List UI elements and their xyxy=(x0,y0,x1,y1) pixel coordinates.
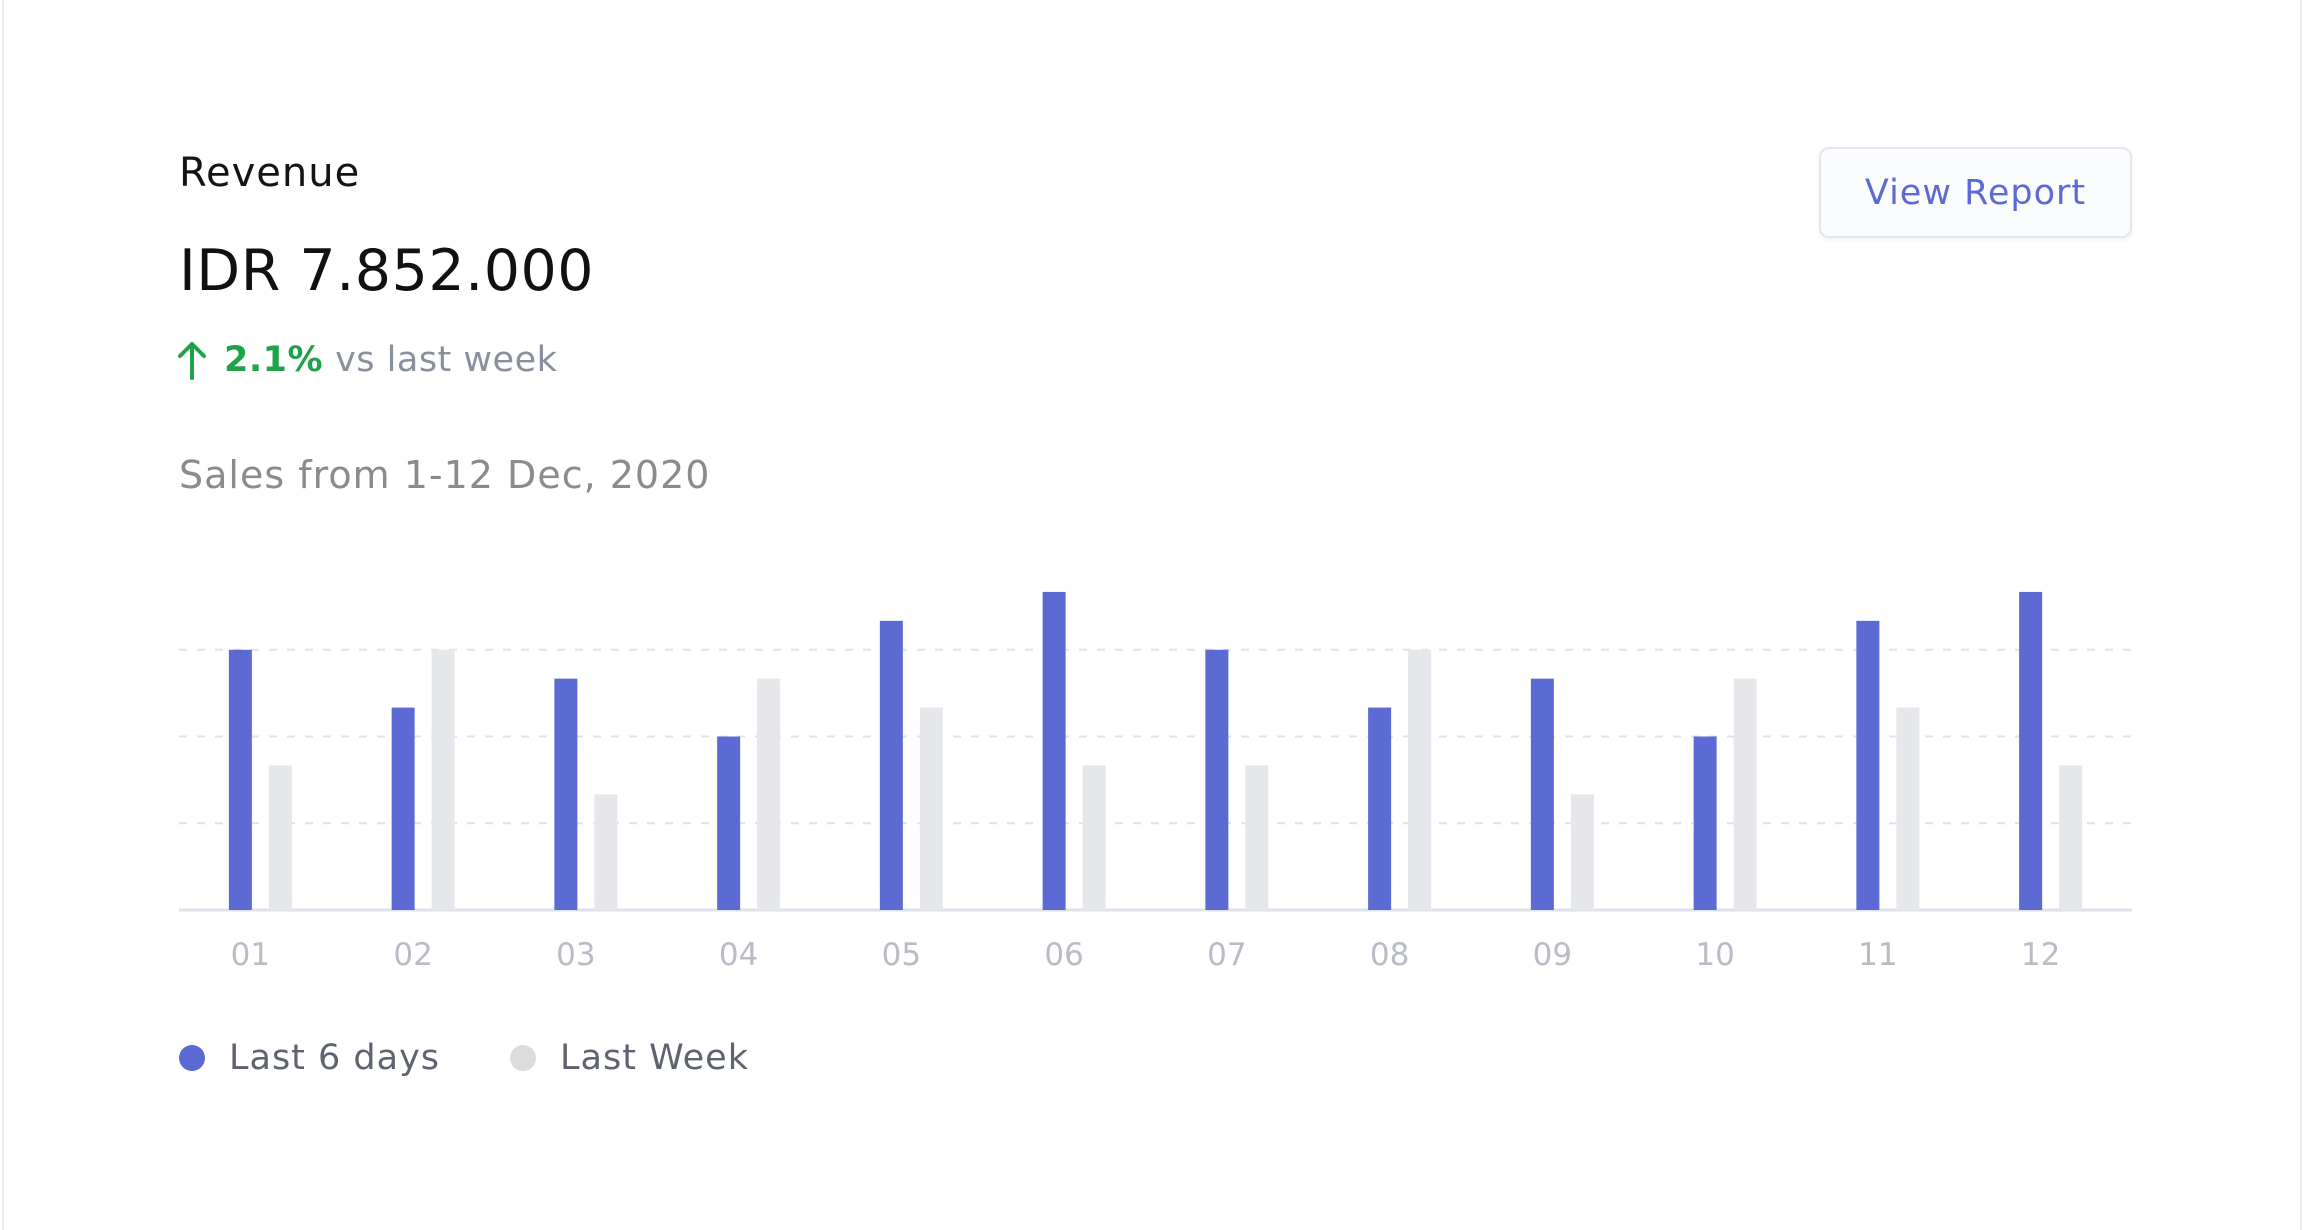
x-tick-label-02: 02 xyxy=(393,937,432,973)
chart-legend: Last 6 days Last Week xyxy=(179,1030,819,1086)
legend-item-series-1: Last 6 days xyxy=(179,1038,440,1078)
bar-series2-01 xyxy=(268,765,292,910)
x-tick-label-09: 09 xyxy=(1533,937,1572,973)
view-report-button[interactable]: View Report xyxy=(1819,147,2132,238)
bar-series2-07 xyxy=(1245,765,1269,910)
x-tick-label-12: 12 xyxy=(2021,937,2060,973)
bar-series1-07 xyxy=(1205,649,1229,910)
bar-series1-01 xyxy=(228,649,252,910)
arrow-up-icon xyxy=(178,342,206,380)
bar-series1-04 xyxy=(717,736,741,910)
x-tick-label-06: 06 xyxy=(1044,937,1083,973)
legend-item-series-2: Last Week xyxy=(510,1038,749,1078)
x-tick-label-05: 05 xyxy=(882,937,921,973)
bar-series2-09 xyxy=(1570,794,1594,910)
x-tick-label-11: 11 xyxy=(1858,937,1897,973)
bar-series2-06 xyxy=(1082,765,1106,910)
change-percent: 2.1% xyxy=(224,340,324,380)
x-tick-label-08: 08 xyxy=(1370,937,1409,973)
bar-series1-03 xyxy=(554,678,578,910)
x-tick-label-10: 10 xyxy=(1695,937,1734,973)
bar-series2-11 xyxy=(1896,707,1920,910)
bar-series2-03 xyxy=(594,794,618,910)
chart-subtitle: Sales from 1-12 Dec, 2020 xyxy=(179,453,711,497)
legend-dot-series-2 xyxy=(510,1045,537,1071)
revenue-change: 2.1% vs last week xyxy=(176,335,557,385)
legend-label-series-2: Last Week xyxy=(560,1038,749,1078)
bar-series1-09 xyxy=(1530,678,1554,910)
legend-label-series-1: Last 6 days xyxy=(229,1038,441,1078)
bar-series1-08 xyxy=(1368,707,1392,910)
bar-series1-06 xyxy=(1042,591,1066,910)
bar-series2-05 xyxy=(919,707,943,910)
bar-series2-02 xyxy=(431,649,455,910)
bar-series1-12 xyxy=(2019,591,2043,910)
change-comparison: vs last week xyxy=(335,340,558,380)
x-tick-label-04: 04 xyxy=(719,937,758,973)
bar-series2-08 xyxy=(1408,649,1432,910)
bar-series1-02 xyxy=(391,707,415,910)
legend-dot-series-1 xyxy=(179,1045,205,1071)
revenue-amount: IDR 7.852.000 xyxy=(179,238,595,304)
x-tick-label-03: 03 xyxy=(556,937,595,973)
revenue-bar-chart: 01 02 03 04 05 06 07 08 09 10 11 12 xyxy=(179,591,2132,973)
bar-series1-10 xyxy=(1693,736,1717,910)
bar-series1-11 xyxy=(1856,620,1880,910)
x-tick-label-01: 01 xyxy=(231,937,270,973)
x-tick-label-07: 07 xyxy=(1207,937,1246,973)
bar-series1-05 xyxy=(879,620,903,910)
bar-series2-12 xyxy=(2059,765,2083,910)
bar-series2-04 xyxy=(757,678,781,910)
card-title: Revenue xyxy=(179,150,361,196)
bar-series2-10 xyxy=(1733,678,1757,910)
